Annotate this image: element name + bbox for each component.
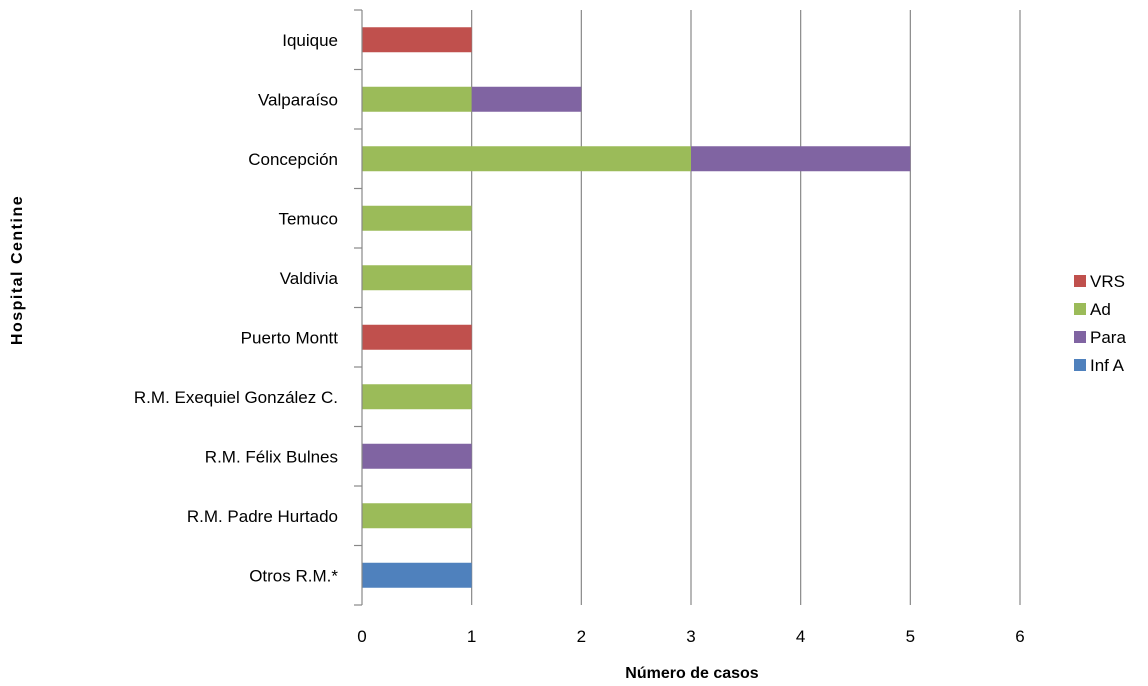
y-axis-title: Hospital Centine (9, 195, 26, 345)
x-tick-label: 1 (467, 627, 476, 646)
legend-label: Para (1090, 328, 1126, 347)
y-tick-label: Valdivia (280, 269, 339, 288)
bar-segment (362, 562, 472, 588)
legend: VRS Ad Para Inf A (1074, 272, 1126, 375)
bar-segment (691, 146, 911, 172)
bars (362, 27, 911, 588)
bar-segment (471, 86, 582, 112)
bar-segment (362, 27, 472, 53)
legend-label: Inf A (1090, 356, 1125, 375)
x-tick-label: 2 (577, 627, 586, 646)
bar-segment (362, 384, 472, 410)
bar-segment (362, 503, 472, 529)
y-tick-label: R.M. Padre Hurtado (187, 507, 338, 526)
y-tick-label: Puerto Montt (241, 328, 339, 347)
legend-label: Ad (1090, 300, 1111, 319)
bar-segment (362, 443, 472, 469)
legend-swatch (1074, 359, 1086, 371)
y-tick-labels: Iquique Valparaíso Concepción Temuco Valdivi… (134, 31, 339, 586)
y-tick-label: Temuco (278, 209, 338, 228)
y-tick-label: R.M. Félix Bulnes (205, 447, 338, 466)
y-tick-label: Otros R.M.* (249, 566, 338, 585)
legend-swatch (1074, 275, 1086, 287)
bar-segment (362, 265, 472, 291)
x-tick-labels: 0 1 2 3 4 5 6 (357, 627, 1024, 646)
x-tick-label: 6 (1015, 627, 1024, 646)
legend-swatch (1074, 303, 1086, 315)
y-tick-label: Iquique (282, 31, 338, 50)
x-tick-label: 5 (906, 627, 915, 646)
legend-label: VRS (1090, 272, 1125, 291)
bar-segment (362, 324, 472, 350)
y-tick-label: Valparaíso (258, 90, 338, 109)
legend-swatch (1074, 331, 1086, 343)
axes (354, 9, 363, 606)
y-tick-label: R.M. Exequiel González C. (134, 388, 338, 407)
x-tick-label: 0 (357, 627, 366, 646)
bar-segment (362, 146, 691, 172)
x-axis-title: Número de casos (625, 665, 758, 682)
bar-segment (362, 86, 472, 112)
x-tick-label: 4 (796, 627, 805, 646)
bar-segment (362, 205, 472, 231)
x-tick-label: 3 (686, 627, 695, 646)
y-tick-label: Concepción (248, 150, 338, 169)
